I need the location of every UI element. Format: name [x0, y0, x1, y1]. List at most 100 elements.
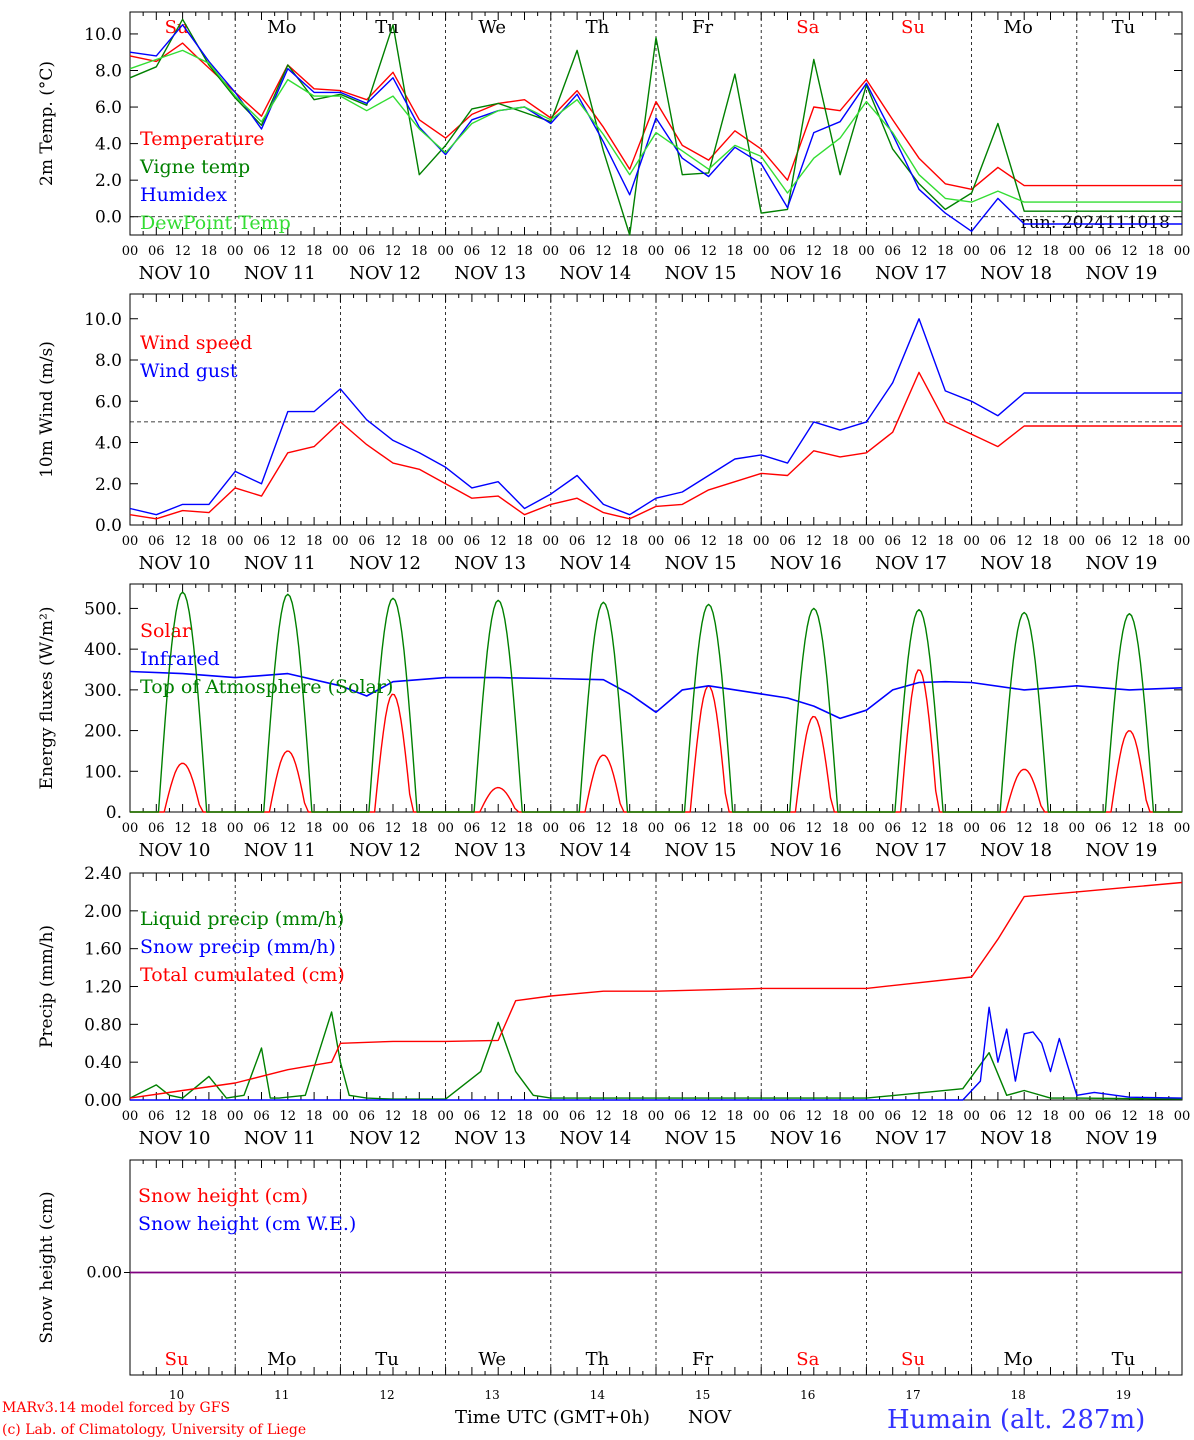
x-hour-label: 18	[411, 244, 428, 259]
x-date-label: NOV 10	[139, 553, 211, 574]
x-hour-label: 18	[621, 534, 638, 549]
x-hour-label: 06	[253, 534, 270, 549]
x-date-label: NOV 17	[875, 553, 947, 574]
panel-1: 2m Temp. (°C) 0.0 2.0 4.0 6.0 8.0 10.0 00 06 12 18…	[37, 11, 1190, 284]
x-date-label: NOV 15	[665, 840, 737, 861]
x-hour-label: 18	[832, 1109, 849, 1124]
panel-2: 10m Wind (m/s) 0.0 2.0 4.0 6.0 8.0 10.0 00 06 12 1…	[37, 293, 1190, 574]
x-hour-label: 06	[569, 244, 586, 259]
y-tick-label: 0.	[106, 803, 122, 823]
x-hour-label: 00	[122, 1109, 139, 1124]
series-line-wind-gust	[129, 318, 1182, 516]
y-tick-label: 200.	[84, 722, 122, 742]
x-hour-label: 18	[516, 1109, 533, 1124]
x-hour-label: 12	[595, 534, 612, 549]
x-hour-label: 06	[674, 534, 691, 549]
x-hour-label: 06	[253, 1109, 270, 1124]
x-hour-label: 18	[516, 821, 533, 836]
x-hour-label: 00	[963, 534, 980, 549]
x-hour-label: 12	[700, 534, 717, 549]
y-tick-label: 2.0	[95, 171, 122, 191]
y-tick-label: 10.0	[84, 310, 122, 330]
day-name-label: Tu	[1112, 1349, 1136, 1370]
x-hour-label: 06	[148, 534, 165, 549]
x-hour-label: 00	[437, 534, 454, 549]
x-date-label: NOV 15	[665, 1128, 737, 1149]
x-hour-label: 12	[806, 244, 823, 259]
x-day-number: 16	[800, 1388, 815, 1402]
x-hour-label: 00	[437, 1109, 454, 1124]
x-date-label: NOV 17	[875, 263, 947, 284]
x-hour-label: 00	[332, 534, 349, 549]
x-hour-label: 00	[858, 821, 875, 836]
day-name-label: Mo	[1004, 1349, 1033, 1370]
x-hour-label: 06	[990, 244, 1007, 259]
x-hour-label: 18	[306, 1109, 323, 1124]
legend-dewpoint-temp: DewPoint Temp	[140, 212, 291, 234]
x-date-label: NOV 19	[1085, 840, 1157, 861]
x-hour-label: 12	[490, 244, 507, 259]
x-axis-month: NOV	[688, 1407, 732, 1428]
x-hour-label: 18	[937, 821, 954, 836]
x-hour-label: 00	[648, 534, 665, 549]
x-hour-label: 06	[464, 821, 481, 836]
day-name-label: We	[478, 17, 506, 38]
legend-solar: Solar	[140, 620, 192, 642]
x-hour-label: 18	[727, 821, 744, 836]
day-name-label: We	[478, 1349, 506, 1370]
x-date-label: NOV 17	[875, 840, 947, 861]
x-hour-label: 06	[148, 1109, 165, 1124]
x-hour-label: 00	[543, 821, 560, 836]
x-hour-label: 06	[148, 821, 165, 836]
x-hour-label: 12	[490, 1109, 507, 1124]
legend-humidex: Humidex	[140, 184, 227, 206]
x-hour-label: 00	[858, 1109, 875, 1124]
x-hour-label: 12	[174, 534, 191, 549]
x-hour-label: 18	[411, 534, 428, 549]
x-hour-label: 06	[569, 1109, 586, 1124]
panel-5: Snow height (cm) 0.00 Su Mo Tu We Th Fr Sa Su Mo Tu…	[37, 1159, 1183, 1402]
x-hour-label: 12	[490, 821, 507, 836]
x-hour-label: 18	[516, 534, 533, 549]
y-tick-label: 4.0	[95, 135, 122, 155]
x-hour-label: 00	[963, 244, 980, 259]
x-date-label: NOV 12	[349, 1128, 421, 1149]
x-hour-label: 18	[621, 1109, 638, 1124]
day-name-label: Tu	[1112, 17, 1136, 38]
x-hour-label: 00	[332, 821, 349, 836]
x-hour-label: 00	[227, 534, 244, 549]
x-hour-label: 12	[174, 821, 191, 836]
x-hour-label: 18	[1042, 244, 1059, 259]
x-hour-label: 00	[1174, 1109, 1191, 1124]
x-hour-label: 12	[385, 534, 402, 549]
x-hour-label: 18	[1147, 1109, 1164, 1124]
y-tick-label: 8.0	[95, 61, 122, 81]
series-line-wind-speed	[129, 371, 1182, 520]
x-hour-label: 18	[1147, 821, 1164, 836]
y-tick-label: 1.60	[84, 940, 122, 960]
panel-3: Energy fluxes (W/m²) 0. 100. 200. 300. 400. 50…	[37, 583, 1190, 861]
x-hour-label: 00	[1069, 244, 1086, 259]
legend-liquid-precip-mm-h-: Liquid precip (mm/h)	[140, 908, 344, 930]
legend-wind-gust: Wind gust	[140, 360, 238, 382]
x-hour-label: 00	[122, 534, 139, 549]
x-hour-label: 18	[201, 821, 218, 836]
y-tick-label: 2.40	[84, 864, 122, 884]
x-hour-label: 12	[385, 821, 402, 836]
x-hour-label: 00	[437, 244, 454, 259]
x-hour-label: 06	[884, 534, 901, 549]
x-hour-label: 00	[1069, 534, 1086, 549]
series-line-snow-precip-mm-h-	[130, 1006, 1183, 1101]
x-date-label: NOV 14	[559, 1128, 631, 1149]
x-hour-label: 18	[201, 534, 218, 549]
legend-temperature: Temperature	[140, 128, 264, 150]
series-line-total-cumulated-cm-	[129, 881, 1183, 1099]
x-hour-label: 06	[1095, 821, 1112, 836]
x-hour-label: 00	[753, 534, 770, 549]
x-date-label: NOV 12	[349, 263, 421, 284]
x-hour-label: 00	[437, 821, 454, 836]
x-hour-label: 18	[621, 821, 638, 836]
x-axis-label: Time UTC (GMT+0h)	[455, 1407, 650, 1428]
x-hour-label: 00	[332, 1109, 349, 1124]
